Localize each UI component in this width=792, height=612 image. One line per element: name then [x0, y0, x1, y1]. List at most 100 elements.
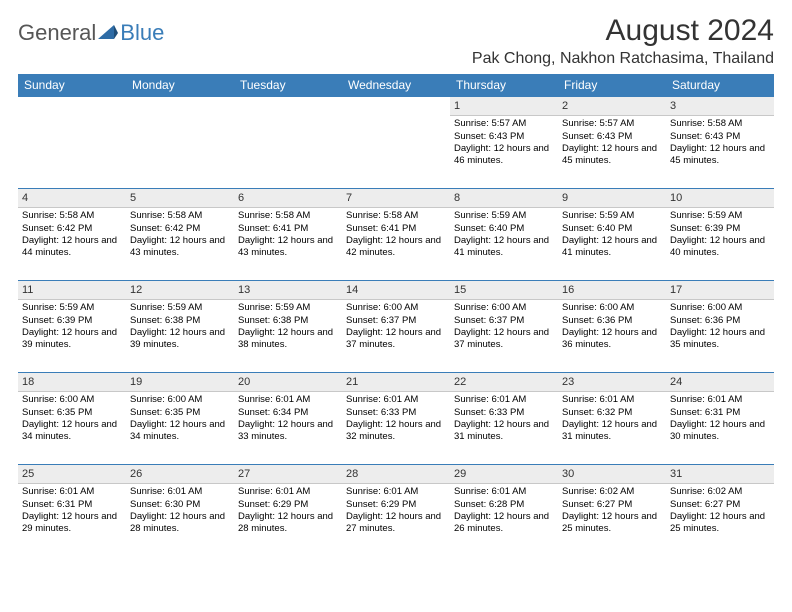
- weekday-header: Friday: [558, 74, 666, 96]
- daylight-line: Daylight: 12 hours and 43 minutes.: [238, 235, 338, 260]
- sunrise-line: Sunrise: 5:58 AM: [670, 118, 770, 130]
- day-number: 14: [342, 280, 450, 300]
- daylight-line: Daylight: 12 hours and 37 minutes.: [454, 327, 554, 352]
- daylight-line: Daylight: 12 hours and 26 minutes.: [454, 511, 554, 536]
- day-details: Sunrise: 5:59 AMSunset: 6:38 PMDaylight:…: [126, 300, 234, 355]
- calendar-week-row: 4Sunrise: 5:58 AMSunset: 6:42 PMDaylight…: [18, 188, 774, 280]
- day-number: 19: [126, 372, 234, 392]
- day-number: 11: [18, 280, 126, 300]
- day-number: 25: [18, 464, 126, 484]
- sunrise-line: Sunrise: 5:59 AM: [454, 210, 554, 222]
- day-details: Sunrise: 5:59 AMSunset: 6:39 PMDaylight:…: [18, 300, 126, 355]
- calendar-day-cell: 9Sunrise: 5:59 AMSunset: 6:40 PMDaylight…: [558, 188, 666, 280]
- day-details: Sunrise: 5:57 AMSunset: 6:43 PMDaylight:…: [558, 116, 666, 171]
- sunrise-line: Sunrise: 6:02 AM: [562, 486, 662, 498]
- calendar-day-cell: 20Sunrise: 6:01 AMSunset: 6:34 PMDayligh…: [234, 372, 342, 464]
- day-number: 22: [450, 372, 558, 392]
- calendar-day-cell: 14Sunrise: 6:00 AMSunset: 6:37 PMDayligh…: [342, 280, 450, 372]
- calendar-day-cell: 8Sunrise: 5:59 AMSunset: 6:40 PMDaylight…: [450, 188, 558, 280]
- day-details: Sunrise: 5:59 AMSunset: 6:40 PMDaylight:…: [558, 208, 666, 263]
- sunset-line: Sunset: 6:40 PM: [454, 223, 554, 235]
- day-number: 26: [126, 464, 234, 484]
- calendar-day-cell: 11Sunrise: 5:59 AMSunset: 6:39 PMDayligh…: [18, 280, 126, 372]
- daylight-line: Daylight: 12 hours and 27 minutes.: [346, 511, 446, 536]
- sunset-line: Sunset: 6:27 PM: [562, 499, 662, 511]
- calendar-day-cell: 4Sunrise: 5:58 AMSunset: 6:42 PMDaylight…: [18, 188, 126, 280]
- daylight-line: Daylight: 12 hours and 25 minutes.: [670, 511, 770, 536]
- daylight-line: Daylight: 12 hours and 33 minutes.: [238, 419, 338, 444]
- day-number: 1: [450, 96, 558, 116]
- sunrise-line: Sunrise: 6:01 AM: [238, 486, 338, 498]
- day-details: Sunrise: 6:00 AMSunset: 6:36 PMDaylight:…: [666, 300, 774, 355]
- sunrise-line: Sunrise: 6:01 AM: [562, 394, 662, 406]
- sunset-line: Sunset: 6:38 PM: [238, 315, 338, 327]
- sunset-line: Sunset: 6:30 PM: [130, 499, 230, 511]
- sunset-line: Sunset: 6:31 PM: [22, 499, 122, 511]
- sunset-line: Sunset: 6:35 PM: [22, 407, 122, 419]
- sunrise-line: Sunrise: 5:57 AM: [454, 118, 554, 130]
- day-details: Sunrise: 6:01 AMSunset: 6:29 PMDaylight:…: [234, 484, 342, 539]
- day-number-empty: [234, 96, 342, 114]
- daylight-line: Daylight: 12 hours and 39 minutes.: [22, 327, 122, 352]
- sunset-line: Sunset: 6:42 PM: [22, 223, 122, 235]
- day-number: 13: [234, 280, 342, 300]
- day-details: Sunrise: 5:58 AMSunset: 6:43 PMDaylight:…: [666, 116, 774, 171]
- sunset-line: Sunset: 6:39 PM: [670, 223, 770, 235]
- daylight-line: Daylight: 12 hours and 28 minutes.: [238, 511, 338, 536]
- sunrise-line: Sunrise: 6:00 AM: [346, 302, 446, 314]
- daylight-line: Daylight: 12 hours and 30 minutes.: [670, 419, 770, 444]
- calendar-day-cell: 26Sunrise: 6:01 AMSunset: 6:30 PMDayligh…: [126, 464, 234, 556]
- sunset-line: Sunset: 6:36 PM: [670, 315, 770, 327]
- daylight-line: Daylight: 12 hours and 32 minutes.: [346, 419, 446, 444]
- day-number: 18: [18, 372, 126, 392]
- day-number-empty: [18, 96, 126, 114]
- daylight-line: Daylight: 12 hours and 31 minutes.: [454, 419, 554, 444]
- day-details: Sunrise: 6:02 AMSunset: 6:27 PMDaylight:…: [558, 484, 666, 539]
- sunset-line: Sunset: 6:41 PM: [346, 223, 446, 235]
- sunset-line: Sunset: 6:35 PM: [130, 407, 230, 419]
- day-number: 16: [558, 280, 666, 300]
- day-details: Sunrise: 5:58 AMSunset: 6:42 PMDaylight:…: [18, 208, 126, 263]
- sunset-line: Sunset: 6:27 PM: [670, 499, 770, 511]
- day-number: 23: [558, 372, 666, 392]
- day-details: Sunrise: 6:01 AMSunset: 6:33 PMDaylight:…: [450, 392, 558, 447]
- calendar-day-cell: 28Sunrise: 6:01 AMSunset: 6:29 PMDayligh…: [342, 464, 450, 556]
- daylight-line: Daylight: 12 hours and 45 minutes.: [670, 143, 770, 168]
- day-number: 15: [450, 280, 558, 300]
- day-details: Sunrise: 5:59 AMSunset: 6:40 PMDaylight:…: [450, 208, 558, 263]
- calendar-day-cell: 24Sunrise: 6:01 AMSunset: 6:31 PMDayligh…: [666, 372, 774, 464]
- day-number-empty: [126, 96, 234, 114]
- sunset-line: Sunset: 6:41 PM: [238, 223, 338, 235]
- calendar-day-cell: 13Sunrise: 5:59 AMSunset: 6:38 PMDayligh…: [234, 280, 342, 372]
- calendar-day-cell: 27Sunrise: 6:01 AMSunset: 6:29 PMDayligh…: [234, 464, 342, 556]
- day-number: 28: [342, 464, 450, 484]
- sunrise-line: Sunrise: 5:58 AM: [130, 210, 230, 222]
- calendar-day-cell: [126, 96, 234, 188]
- calendar-day-cell: 17Sunrise: 6:00 AMSunset: 6:36 PMDayligh…: [666, 280, 774, 372]
- sunrise-line: Sunrise: 6:01 AM: [130, 486, 230, 498]
- sunrise-line: Sunrise: 6:01 AM: [346, 486, 446, 498]
- sunrise-line: Sunrise: 6:01 AM: [22, 486, 122, 498]
- calendar-week-row: 1Sunrise: 5:57 AMSunset: 6:43 PMDaylight…: [18, 96, 774, 188]
- sunset-line: Sunset: 6:38 PM: [130, 315, 230, 327]
- sunrise-line: Sunrise: 6:00 AM: [670, 302, 770, 314]
- day-number: 29: [450, 464, 558, 484]
- sunrise-line: Sunrise: 5:59 AM: [22, 302, 122, 314]
- day-details: Sunrise: 6:01 AMSunset: 6:30 PMDaylight:…: [126, 484, 234, 539]
- sunrise-line: Sunrise: 6:00 AM: [22, 394, 122, 406]
- sunset-line: Sunset: 6:36 PM: [562, 315, 662, 327]
- sunrise-line: Sunrise: 5:58 AM: [346, 210, 446, 222]
- day-details: Sunrise: 5:58 AMSunset: 6:42 PMDaylight:…: [126, 208, 234, 263]
- day-details: Sunrise: 5:59 AMSunset: 6:38 PMDaylight:…: [234, 300, 342, 355]
- calendar-day-cell: 30Sunrise: 6:02 AMSunset: 6:27 PMDayligh…: [558, 464, 666, 556]
- day-details: Sunrise: 6:00 AMSunset: 6:35 PMDaylight:…: [126, 392, 234, 447]
- day-number: 2: [558, 96, 666, 116]
- day-details: Sunrise: 5:58 AMSunset: 6:41 PMDaylight:…: [342, 208, 450, 263]
- sunset-line: Sunset: 6:29 PM: [238, 499, 338, 511]
- daylight-line: Daylight: 12 hours and 44 minutes.: [22, 235, 122, 260]
- daylight-line: Daylight: 12 hours and 28 minutes.: [130, 511, 230, 536]
- daylight-line: Daylight: 12 hours and 29 minutes.: [22, 511, 122, 536]
- sunset-line: Sunset: 6:37 PM: [346, 315, 446, 327]
- day-details: Sunrise: 6:01 AMSunset: 6:28 PMDaylight:…: [450, 484, 558, 539]
- daylight-line: Daylight: 12 hours and 31 minutes.: [562, 419, 662, 444]
